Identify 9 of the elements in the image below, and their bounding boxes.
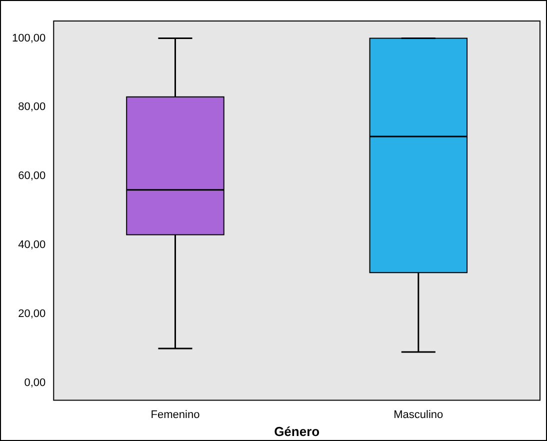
y-tick-label: 40,00 [18, 239, 46, 252]
x-tick-label: Masculino [394, 408, 444, 421]
x-axis-title: Género [274, 424, 320, 439]
y-tick-label: 60,00 [18, 170, 46, 182]
y-tick-label: 0,00 [24, 376, 46, 389]
x-tick-label: Femenino [150, 408, 200, 421]
y-tick-label: 80,00 [18, 101, 46, 114]
y-tick-label: 20,00 [18, 308, 46, 320]
y-tick-label: 100,00 [12, 32, 46, 44]
